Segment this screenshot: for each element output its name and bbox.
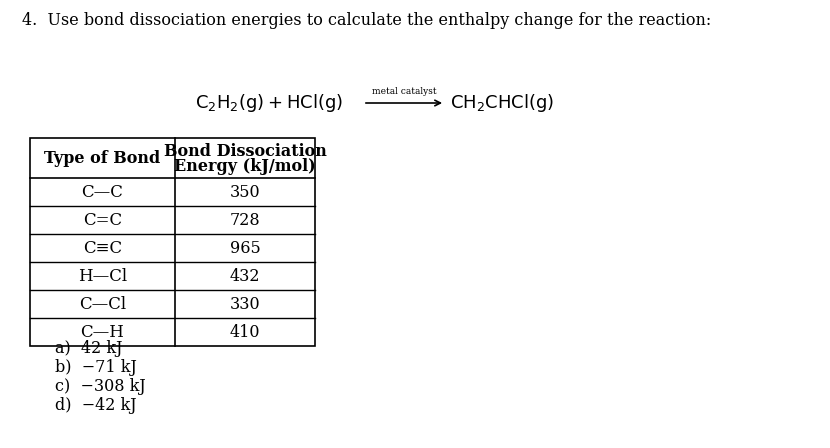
Text: C—C: C—C <box>81 184 124 201</box>
Text: c)  −308 kJ: c) −308 kJ <box>55 378 146 395</box>
Text: 728: 728 <box>230 211 261 228</box>
Text: $\mathsf{CH_2CHCl(g)}$: $\mathsf{CH_2CHCl(g)}$ <box>450 92 554 114</box>
Text: 432: 432 <box>230 267 261 284</box>
Text: 350: 350 <box>230 184 261 201</box>
Text: d)  −42 kJ: d) −42 kJ <box>55 397 137 414</box>
Text: C—H: C—H <box>81 323 124 340</box>
Text: $\mathsf{C_2H_2(g)+HCl(g)}$: $\mathsf{C_2H_2(g)+HCl(g)}$ <box>195 92 343 114</box>
Text: Bond Dissociation: Bond Dissociation <box>164 142 326 159</box>
Text: a)  42 kJ: a) 42 kJ <box>55 340 123 357</box>
Text: 4.  Use bond dissociation energies to calculate the enthalpy change for the reac: 4. Use bond dissociation energies to cal… <box>22 12 711 29</box>
Text: H—Cl: H—Cl <box>78 267 127 284</box>
Text: 965: 965 <box>230 240 261 257</box>
Text: Type of Bond: Type of Bond <box>44 150 161 167</box>
Text: Energy (kJ/mol): Energy (kJ/mol) <box>174 158 315 175</box>
Text: 330: 330 <box>230 296 261 313</box>
Text: b)  −71 kJ: b) −71 kJ <box>55 359 137 376</box>
Text: metal catalyst: metal catalyst <box>372 87 437 96</box>
Text: C≡C: C≡C <box>83 240 122 257</box>
Text: C—Cl: C—Cl <box>79 296 126 313</box>
Text: 410: 410 <box>230 323 261 340</box>
Text: C=C: C=C <box>83 211 122 228</box>
Bar <box>30 138 315 346</box>
